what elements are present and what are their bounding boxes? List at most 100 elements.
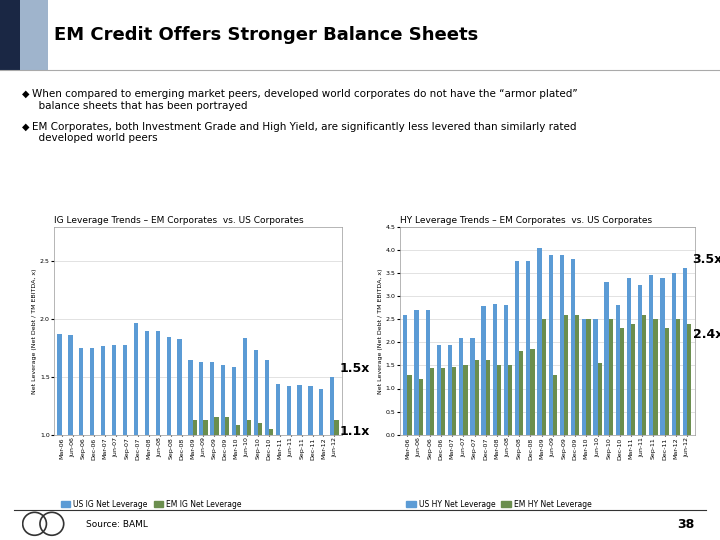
Bar	[575, 315, 580, 435]
Bar	[470, 338, 474, 435]
Text: IG Leverage Trends – EM Corporates  vs. US Corporates: IG Leverage Trends – EM Corporates vs. U…	[54, 215, 304, 225]
Bar	[549, 254, 553, 435]
Bar	[541, 319, 546, 435]
Bar	[631, 324, 635, 435]
Text: ◆: ◆	[22, 122, 29, 132]
Bar	[236, 426, 240, 540]
Legend: US HY Net Leverage, EM HY Net Leverage: US HY Net Leverage, EM HY Net Leverage	[403, 497, 595, 512]
Bar	[571, 259, 575, 435]
Bar	[474, 360, 479, 435]
Bar	[605, 282, 608, 435]
Bar	[123, 345, 127, 540]
Bar	[616, 305, 620, 435]
Bar	[73, 450, 77, 540]
Bar	[319, 388, 323, 540]
Bar	[105, 452, 109, 540]
Bar	[492, 305, 497, 435]
Bar	[441, 368, 445, 435]
Bar	[537, 247, 541, 435]
Bar	[408, 375, 412, 435]
Bar	[415, 310, 418, 435]
Text: 3.5x: 3.5x	[693, 253, 720, 266]
Bar	[642, 315, 647, 435]
Bar	[334, 420, 338, 540]
Bar	[531, 349, 535, 435]
Bar	[265, 360, 269, 540]
Text: 38: 38	[678, 518, 695, 531]
Text: ◆: ◆	[22, 89, 29, 99]
Bar	[149, 444, 153, 540]
Bar	[254, 350, 258, 540]
Bar	[178, 339, 181, 540]
Y-axis label: Net Leverage (Net Debt / TM EBITDA, x): Net Leverage (Net Debt / TM EBITDA, x)	[32, 268, 37, 394]
Text: HY Leverage Trends – EM Corporates  vs. US Corporates: HY Leverage Trends – EM Corporates vs. U…	[400, 215, 652, 225]
Bar	[127, 454, 131, 540]
Bar	[225, 417, 230, 540]
Bar	[403, 315, 408, 435]
Text: 2.4x: 2.4x	[693, 328, 720, 341]
Bar	[330, 377, 334, 540]
Bar	[192, 420, 197, 540]
Bar	[638, 285, 642, 435]
Bar	[437, 345, 441, 435]
Bar	[486, 360, 490, 435]
Bar	[459, 338, 464, 435]
Bar	[210, 362, 215, 540]
Text: When compared to emerging market peers, developed world corporates do not have t: When compared to emerging market peers, …	[32, 89, 578, 111]
Bar	[627, 278, 631, 435]
Legend: US IG Net Leverage, EM IG Net Leverage: US IG Net Leverage, EM IG Net Leverage	[58, 497, 244, 512]
Bar	[582, 319, 586, 435]
Bar	[418, 379, 423, 435]
Bar	[62, 450, 66, 540]
Bar	[199, 362, 204, 540]
Bar	[302, 437, 306, 540]
Text: Source: BAML: Source: BAML	[86, 521, 148, 529]
Bar	[101, 346, 105, 540]
Bar	[247, 420, 251, 540]
Bar	[312, 438, 317, 540]
Bar	[189, 360, 192, 540]
Bar	[269, 429, 273, 540]
Bar	[134, 323, 138, 540]
Bar	[291, 437, 295, 540]
Bar	[497, 366, 501, 435]
Bar	[181, 454, 186, 540]
Bar	[464, 366, 467, 435]
Bar	[171, 452, 175, 540]
Text: EM Corporates, both Investment Grade and High Yield, are significantly less leve: EM Corporates, both Investment Grade and…	[32, 122, 577, 143]
Bar	[156, 330, 160, 540]
Bar	[683, 268, 687, 435]
Text: EM Credit Offers Stronger Balance Sheets: EM Credit Offers Stronger Balance Sheets	[54, 26, 478, 44]
Bar	[287, 386, 291, 540]
Bar	[308, 386, 312, 540]
Bar	[68, 335, 73, 540]
Bar	[138, 454, 142, 540]
Bar	[515, 261, 519, 435]
Bar	[145, 330, 149, 540]
Bar	[586, 319, 590, 435]
Bar	[280, 435, 284, 540]
Bar	[676, 319, 680, 435]
Bar	[665, 328, 669, 435]
Bar	[297, 385, 302, 540]
Bar	[58, 334, 62, 540]
Bar	[276, 384, 280, 540]
Y-axis label: Net Leverage (Net Debt / TM EBITDA, x): Net Leverage (Net Debt / TM EBITDA, x)	[378, 268, 383, 394]
Bar	[90, 348, 94, 540]
Bar	[672, 273, 676, 435]
Bar	[448, 345, 452, 435]
Bar	[323, 438, 328, 540]
Bar	[564, 315, 568, 435]
Bar	[258, 423, 262, 540]
Bar	[654, 319, 657, 435]
Bar	[620, 328, 624, 435]
Bar	[593, 319, 598, 435]
Bar	[508, 366, 513, 435]
Text: 1.1x: 1.1x	[340, 426, 370, 438]
Bar	[232, 367, 236, 540]
Bar	[519, 350, 523, 435]
Bar	[687, 324, 691, 435]
Bar	[452, 367, 456, 435]
Bar	[160, 450, 164, 540]
Bar	[649, 275, 654, 435]
